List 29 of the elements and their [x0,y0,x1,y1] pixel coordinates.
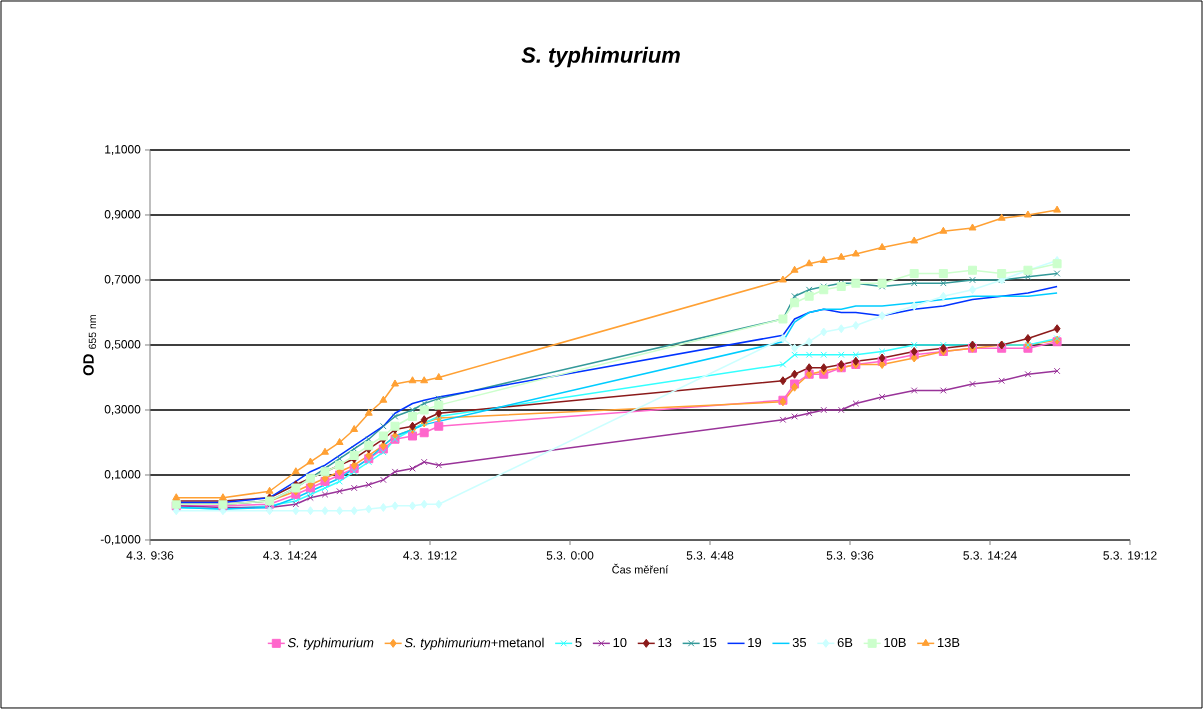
x-tick-label: 5.3. 0:00 [546,551,594,560]
legend-label: 6B [837,637,853,648]
y-tick-label: -0,1000 [100,535,141,545]
x-tick-label: 5.3. 9:36 [826,551,874,560]
legend-label: 5 [575,638,582,648]
legend-label: 10 [613,637,627,648]
x-tick-label: 4.3. 14:24 [263,551,317,560]
x-tick-label: 5.3. 4:48 [686,551,734,560]
legend-label: S. typhimurium [287,637,374,650]
x-axis-title: Čas měření [612,563,669,574]
y-tick-label: 0,1000 [104,470,141,480]
y-tick-label: 0,5000 [104,340,141,350]
legend-label: 10B [884,637,906,648]
y-tick-label: 0,7000 [104,275,141,285]
y-tick-label: 0,3000 [104,405,141,415]
y-tick-label: 1,1000 [105,145,141,155]
legend-label: 13B [937,637,960,648]
chart-title: S. typhimurium [521,46,680,68]
x-tick-label: 4.3. 9:36 [126,551,174,560]
x-tick-label: 4.3. 19:12 [403,551,457,560]
y-tick-label: 0,9000 [104,210,141,220]
legend-label: 19 [748,637,762,648]
legend-label: 35 [792,637,807,648]
x-tick-label: 5.3. 14:24 [963,551,1017,560]
legend-label: S. typhimurium+metanol [404,637,544,650]
x-tick-label: 5.3. 19:12 [1103,551,1157,560]
legend-label: 13 [658,637,672,648]
legend-label: 15 [703,638,717,648]
y-axis-title: OD $_{655 nm}$ [83,315,97,376]
